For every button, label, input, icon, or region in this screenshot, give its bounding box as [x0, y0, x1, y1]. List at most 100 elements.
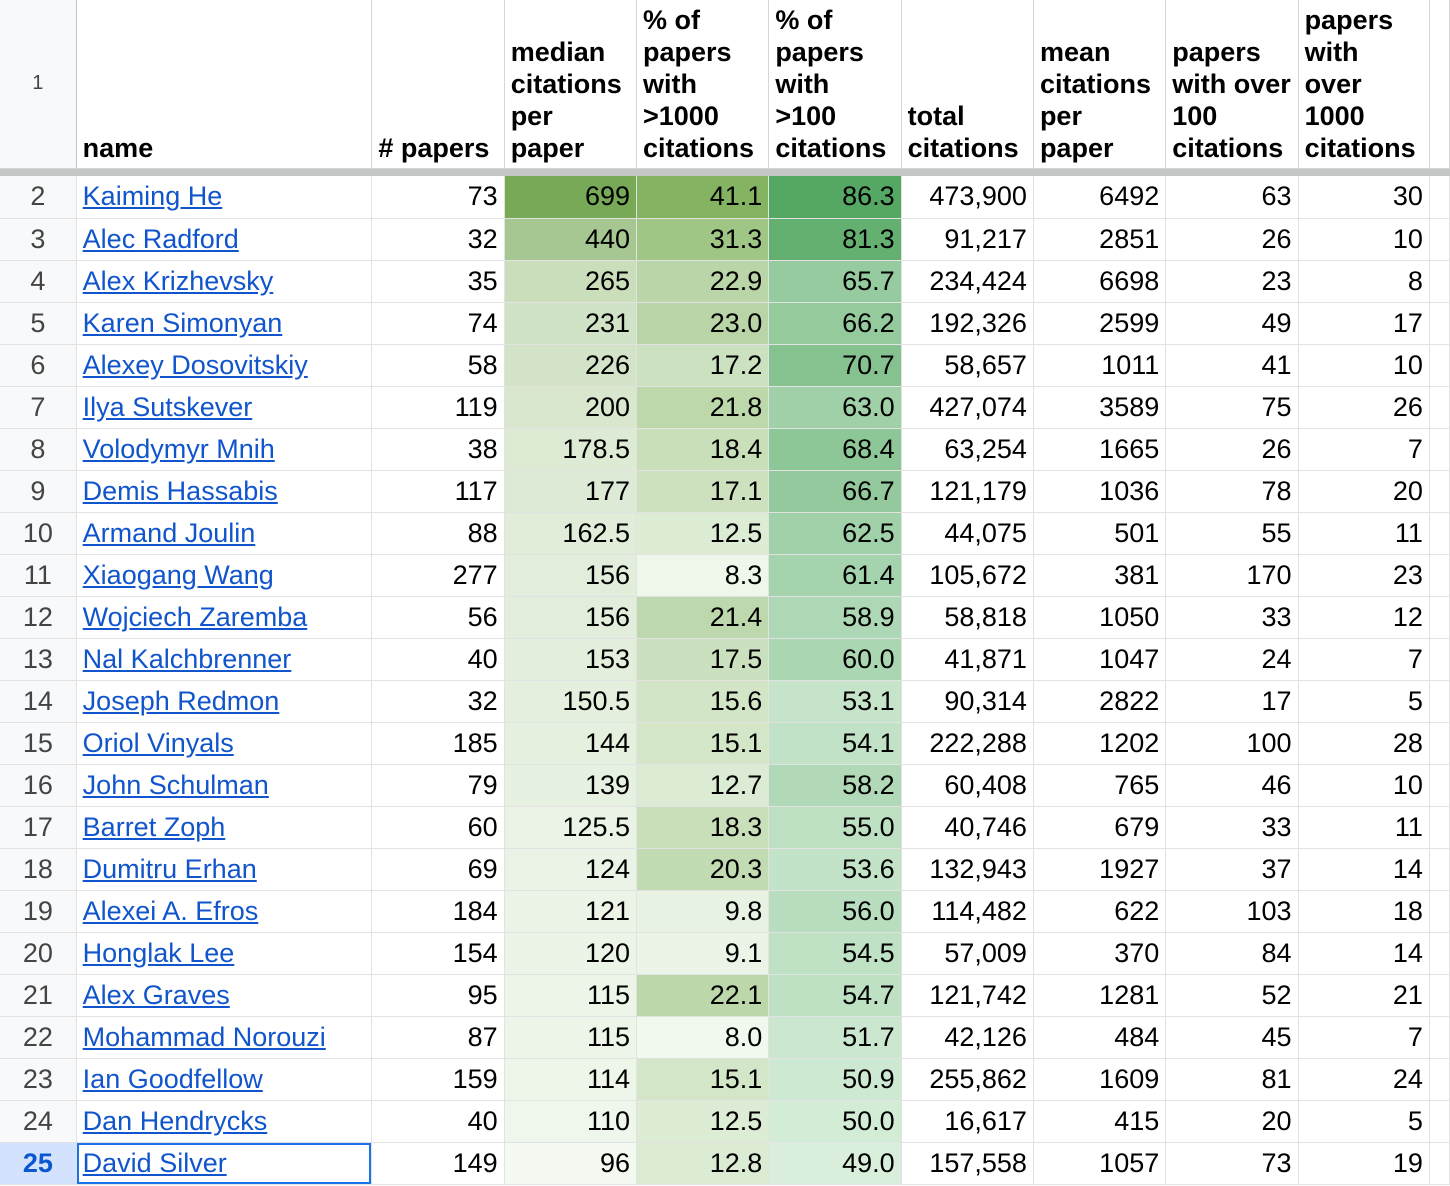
- cell-total[interactable]: 255,862: [901, 1058, 1034, 1101]
- name-cell[interactable]: Alexei A. Efros: [76, 890, 373, 933]
- cell-over100[interactable]: 45: [1165, 1016, 1299, 1059]
- cell-median[interactable]: 115: [504, 1016, 638, 1059]
- author-link[interactable]: Demis Hassabis: [82, 475, 278, 506]
- name-cell[interactable]: Honglak Lee: [76, 932, 373, 975]
- cell-pct100[interactable]: 49.0: [768, 1142, 902, 1185]
- name-cell[interactable]: Mohammad Norouzi: [76, 1016, 373, 1059]
- freeze-bar[interactable]: [0, 168, 1450, 176]
- cell-over100[interactable]: 55: [1165, 512, 1299, 555]
- row-header[interactable]: 18: [0, 848, 77, 891]
- name-cell[interactable]: Demis Hassabis: [76, 470, 373, 513]
- cell-mean[interactable]: 1927: [1033, 848, 1167, 891]
- cell-pct1000[interactable]: 17.5: [636, 638, 770, 681]
- cell-total[interactable]: 121,742: [901, 974, 1034, 1017]
- cell-over100[interactable]: 52: [1165, 974, 1299, 1017]
- cell-papers[interactable]: 87: [371, 1016, 505, 1059]
- cell-pct1000[interactable]: 12.8: [636, 1142, 770, 1185]
- empty-cell[interactable]: [1429, 1016, 1450, 1059]
- cell-pct100[interactable]: 86.3: [768, 176, 902, 219]
- cell-pct1000[interactable]: 12.5: [636, 512, 770, 555]
- row-header[interactable]: 10: [0, 512, 77, 555]
- row-header[interactable]: 1: [0, 0, 77, 169]
- row-header[interactable]: 25: [0, 1142, 77, 1185]
- cell-median[interactable]: 115: [504, 974, 638, 1017]
- row-header[interactable]: 8: [0, 428, 77, 471]
- name-cell[interactable]: Ilya Sutskever: [76, 386, 373, 429]
- cell-papers[interactable]: 38: [371, 428, 505, 471]
- cell-total[interactable]: 121,179: [901, 470, 1034, 513]
- cell-mean[interactable]: 765: [1033, 764, 1167, 807]
- cell-pct1000[interactable]: 17.2: [636, 344, 770, 387]
- row-header[interactable]: 9: [0, 470, 77, 513]
- cell-pct100[interactable]: 81.3: [768, 218, 902, 261]
- cell-median[interactable]: 699: [504, 176, 638, 219]
- empty-cell[interactable]: [1429, 512, 1450, 555]
- cell-mean[interactable]: 415: [1033, 1100, 1167, 1143]
- cell-median[interactable]: 139: [504, 764, 638, 807]
- cell-over1000[interactable]: 20: [1298, 470, 1430, 513]
- empty-cell[interactable]: [1429, 344, 1450, 387]
- cell-papers[interactable]: 185: [371, 722, 505, 765]
- row-header[interactable]: 14: [0, 680, 77, 723]
- cell-papers[interactable]: 184: [371, 890, 505, 933]
- name-cell[interactable]: Alex Krizhevsky: [76, 260, 373, 303]
- author-link[interactable]: Volodymyr Mnih: [82, 433, 275, 464]
- cell-over1000[interactable]: 18: [1298, 890, 1430, 933]
- cell-papers[interactable]: 56: [371, 596, 505, 639]
- cell-over100[interactable]: 41: [1165, 344, 1299, 387]
- cell-papers[interactable]: 277: [371, 554, 505, 597]
- cell-median[interactable]: 114: [504, 1058, 638, 1101]
- empty-cell[interactable]: [1429, 218, 1450, 261]
- cell-over1000[interactable]: 7: [1298, 638, 1430, 681]
- row-header[interactable]: 20: [0, 932, 77, 975]
- cell-pct100[interactable]: 53.6: [768, 848, 902, 891]
- cell-pct100[interactable]: 62.5: [768, 512, 902, 555]
- empty-cell[interactable]: [1429, 1142, 1450, 1185]
- cell-median[interactable]: 156: [504, 554, 638, 597]
- author-link[interactable]: Nal Kalchbrenner: [82, 643, 292, 674]
- cell-over100[interactable]: 37: [1165, 848, 1299, 891]
- row-header[interactable]: 13: [0, 638, 77, 681]
- cell-papers[interactable]: 149: [371, 1142, 505, 1185]
- cell-over1000[interactable]: 7: [1298, 1016, 1430, 1059]
- author-link[interactable]: Armand Joulin: [82, 517, 256, 548]
- cell-over100[interactable]: 73: [1165, 1142, 1299, 1185]
- cell-papers[interactable]: 60: [371, 806, 505, 849]
- cell-pct100[interactable]: 50.0: [768, 1100, 902, 1143]
- cell-papers[interactable]: 35: [371, 260, 505, 303]
- cell-pct1000[interactable]: 22.9: [636, 260, 770, 303]
- cell-mean[interactable]: 1665: [1033, 428, 1167, 471]
- cell-pct100[interactable]: 63.0: [768, 386, 902, 429]
- cell-median[interactable]: 124: [504, 848, 638, 891]
- header-cell-over100[interactable]: papers with over 100 citations: [1165, 0, 1299, 169]
- cell-over1000[interactable]: 10: [1298, 344, 1430, 387]
- cell-over1000[interactable]: 12: [1298, 596, 1430, 639]
- cell-median[interactable]: 150.5: [504, 680, 638, 723]
- cell-mean[interactable]: 679: [1033, 806, 1167, 849]
- name-cell[interactable]: Ian Goodfellow: [76, 1058, 373, 1101]
- cell-mean[interactable]: 1202: [1033, 722, 1167, 765]
- cell-total[interactable]: 44,075: [901, 512, 1034, 555]
- cell-over100[interactable]: 23: [1165, 260, 1299, 303]
- cell-median[interactable]: 144: [504, 722, 638, 765]
- cell-total[interactable]: 58,657: [901, 344, 1034, 387]
- empty-cell[interactable]: [1429, 596, 1450, 639]
- cell-over1000[interactable]: 11: [1298, 806, 1430, 849]
- cell-median[interactable]: 120: [504, 932, 638, 975]
- cell-over100[interactable]: 100: [1165, 722, 1299, 765]
- author-link[interactable]: Mohammad Norouzi: [82, 1021, 326, 1052]
- cell-over1000[interactable]: 8: [1298, 260, 1430, 303]
- author-link[interactable]: David Silver: [82, 1147, 227, 1178]
- empty-cell[interactable]: [1429, 176, 1450, 219]
- cell-pct1000[interactable]: 15.1: [636, 722, 770, 765]
- cell-over100[interactable]: 81: [1165, 1058, 1299, 1101]
- cell-pct100[interactable]: 68.4: [768, 428, 902, 471]
- cell-papers[interactable]: 95: [371, 974, 505, 1017]
- cell-median[interactable]: 178.5: [504, 428, 638, 471]
- name-cell[interactable]: Dumitru Erhan: [76, 848, 373, 891]
- empty-cell[interactable]: [1429, 890, 1450, 933]
- cell-mean[interactable]: 3589: [1033, 386, 1167, 429]
- author-link[interactable]: Alex Graves: [82, 979, 230, 1010]
- author-link[interactable]: Dumitru Erhan: [82, 853, 257, 884]
- empty-cell[interactable]: [1429, 386, 1450, 429]
